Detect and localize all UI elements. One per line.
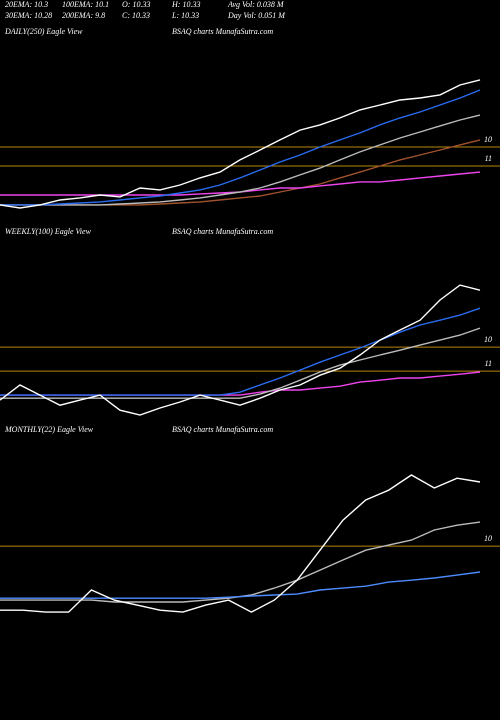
series-line xyxy=(0,114,481,206)
header-stat: H: 10.33 xyxy=(171,0,200,9)
panel-subtitle: BSAQ charts MunafaSutra.com xyxy=(172,425,273,434)
y-tick-label: 10 xyxy=(484,534,492,543)
panel-subtitle: BSAQ charts MunafaSutra.com xyxy=(172,227,273,236)
series-line xyxy=(0,327,481,399)
header-stat: C: 10.33 xyxy=(122,11,150,20)
series-line xyxy=(0,284,481,416)
series-line xyxy=(0,474,481,613)
panel-subtitle: BSAQ charts MunafaSutra.com xyxy=(172,27,273,36)
series-line xyxy=(0,79,481,209)
header-stat: 30EMA: 10.28 xyxy=(4,11,52,20)
panel-title: MONTHLY(22) Eagle View xyxy=(4,425,94,434)
header-stat: Day Vol: 0.051 M xyxy=(227,11,286,20)
series-line xyxy=(0,89,481,206)
header-stat: O: 10.33 xyxy=(122,0,150,9)
header-stat: 200EMA: 9.8 xyxy=(62,11,105,20)
panel-title: DAILY(250) Eagle View xyxy=(4,27,83,36)
header-stat: Avg Vol: 0.038 M xyxy=(227,0,285,9)
header-stat: 100EMA: 10.1 xyxy=(62,0,109,9)
panel-title: WEEKLY(100) Eagle View xyxy=(5,227,92,236)
y-tick-label: 11 xyxy=(485,359,492,368)
y-tick-label: 10 xyxy=(484,335,492,344)
y-tick-label: 10 xyxy=(484,135,492,144)
y-tick-label: 11 xyxy=(485,154,492,163)
header-stat: 20EMA: 10.3 xyxy=(5,0,48,9)
series-line xyxy=(0,307,481,396)
series-line xyxy=(0,571,481,599)
header-stat: L: 10.33 xyxy=(171,11,199,20)
